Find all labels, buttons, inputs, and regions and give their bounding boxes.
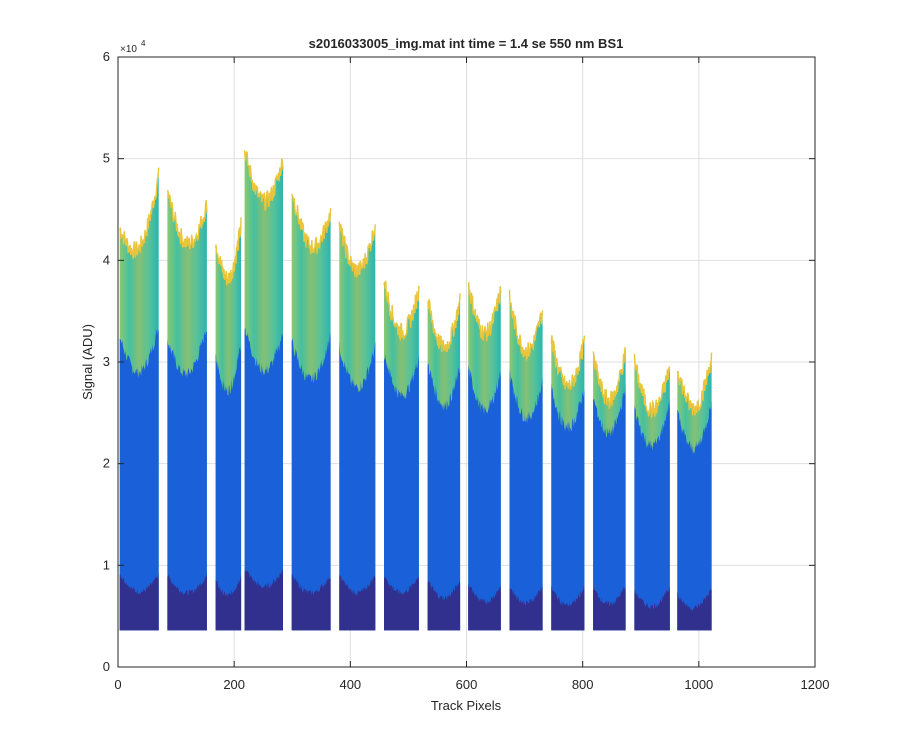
y-exponent-base: ×10 (120, 44, 137, 55)
segment-low-area (551, 585, 585, 631)
x-tick-label: 1000 (684, 677, 713, 692)
segment-top-edge (291, 193, 332, 255)
segment-low-area (244, 570, 283, 631)
segment-mid-area (634, 398, 670, 631)
x-tick-label: 400 (339, 677, 361, 692)
segment-12 (592, 346, 627, 631)
x-tick-label: 1200 (801, 677, 830, 692)
segment-mid-area (427, 362, 461, 631)
segment-mid-area (244, 327, 283, 631)
y-tick-label: 2 (103, 456, 110, 471)
segment-1 (119, 167, 160, 631)
chart-title: s2016033005_img.mat int time = 1.4 se 55… (309, 36, 624, 51)
segment-3 (214, 217, 242, 631)
y-tick-labels: 0 1 2 3 4 5 6 (103, 49, 110, 674)
segment-low-area (339, 574, 376, 631)
segment-low-area (167, 572, 207, 631)
segment-9 (467, 281, 502, 631)
segment-low-area (427, 580, 461, 631)
segment-mid-area (339, 341, 376, 631)
segment-top-edge (243, 150, 284, 211)
segment-low-area (468, 583, 501, 631)
y-tick-label: 1 (103, 557, 110, 572)
x-tick-label: 600 (456, 677, 478, 692)
axis-ticks (117, 56, 816, 668)
segment-top-edge (119, 167, 160, 259)
segment-10 (508, 289, 544, 631)
segment-11 (550, 335, 586, 631)
segment-mid-area (468, 364, 501, 631)
segment-top-edge (426, 293, 461, 353)
segment-top-edge (508, 289, 544, 362)
x-tick-labels: 0 200 400 600 800 1000 1200 (114, 677, 829, 692)
signal-areas (119, 150, 713, 631)
segment-low-area (677, 588, 712, 631)
segment-mid-area (291, 332, 331, 631)
segment-top-edge (550, 335, 586, 390)
segment-top-edge (676, 352, 713, 416)
segment-14 (676, 352, 713, 631)
segment-mid-area (593, 382, 626, 631)
segment-low-area (509, 583, 543, 631)
segment-mid-area (384, 353, 419, 631)
segment-5 (291, 193, 332, 631)
y-axis-label: Signal (ADU) (80, 324, 95, 400)
segment-top-edge (166, 189, 208, 250)
segment-mid-area (509, 369, 543, 631)
y-tick-label: 6 (103, 49, 110, 64)
segment-low-area (593, 586, 626, 631)
segment-mid-area (677, 400, 712, 631)
segment-low-area (215, 575, 242, 631)
segment-top-edge (467, 281, 502, 342)
segment-mid-area (119, 328, 159, 631)
segment-top-edge (592, 346, 627, 409)
segment-low-area (291, 573, 331, 631)
segment-top-edge (338, 221, 376, 278)
segment-6 (338, 221, 376, 631)
y-tick-label: 5 (103, 151, 110, 166)
segment-top-edge (383, 280, 420, 342)
segment-low-area (119, 572, 159, 631)
x-tick-label: 0 (114, 677, 121, 692)
segment-mid-area (167, 331, 207, 631)
segment-mid-area (215, 343, 242, 631)
segment-8 (426, 293, 461, 631)
segment-7 (383, 280, 420, 631)
segment-top-edge (633, 353, 671, 420)
segment-top-edge (214, 217, 242, 286)
y-tick-label: 4 (103, 252, 110, 267)
segment-mid-area (551, 383, 585, 631)
segment-low-area (634, 586, 670, 631)
y-tick-label: 0 (103, 659, 110, 674)
x-tick-label: 200 (223, 677, 245, 692)
y-tick-label: 3 (103, 354, 110, 369)
y-exponent-power: 4 (141, 39, 146, 48)
segment-13 (633, 353, 671, 631)
segment-4 (243, 150, 284, 631)
segment-2 (166, 189, 208, 631)
x-axis-label: Track Pixels (431, 698, 502, 713)
segment-low-area (384, 575, 419, 631)
x-tick-label: 800 (572, 677, 594, 692)
